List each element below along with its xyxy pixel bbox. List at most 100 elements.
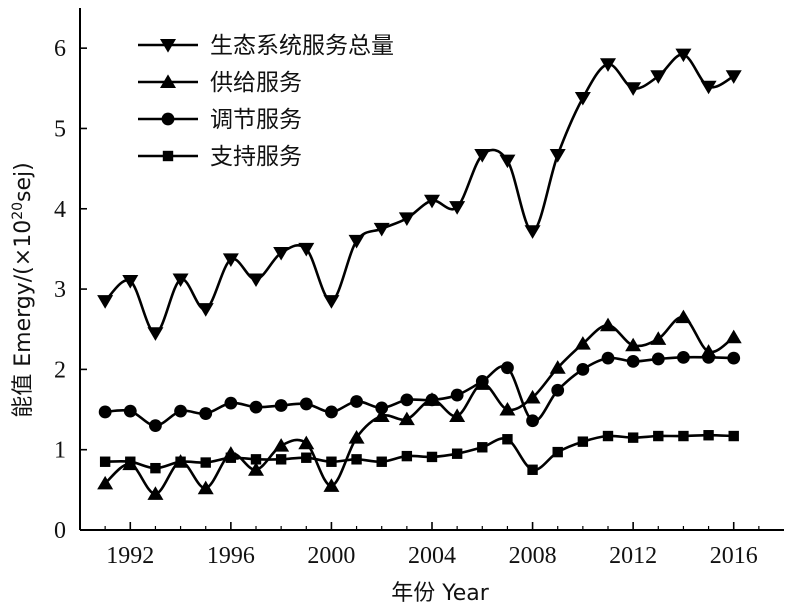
data-point xyxy=(576,362,590,376)
data-point xyxy=(248,462,264,476)
data-point xyxy=(502,434,513,445)
data-point xyxy=(501,361,514,375)
data-point xyxy=(475,375,489,388)
data-point xyxy=(524,389,541,404)
x-tick-label: 2008 xyxy=(509,543,557,569)
data-point xyxy=(650,331,667,345)
series-1 xyxy=(97,48,742,341)
data-point xyxy=(474,148,491,163)
data-point xyxy=(600,58,616,72)
legend-marker xyxy=(161,112,175,126)
y-axis-title: 能值 Emergy/(×1020sej) xyxy=(10,162,36,417)
data-point xyxy=(626,354,640,368)
data-point xyxy=(149,419,162,432)
data-point xyxy=(702,350,715,364)
y-tick-label: 6 xyxy=(54,36,66,62)
x-tick-label: 1992 xyxy=(106,543,154,569)
data-point xyxy=(99,456,111,467)
series-line xyxy=(105,355,734,427)
data-point xyxy=(174,404,187,418)
data-point xyxy=(123,404,137,418)
data-point xyxy=(97,475,114,490)
data-point xyxy=(97,295,114,309)
y-tick-label: 0 xyxy=(54,518,66,544)
data-point xyxy=(373,222,390,237)
y-tick-label: 1 xyxy=(54,438,66,464)
data-point xyxy=(728,430,739,442)
legend-item-1: 生态系统服务总量 xyxy=(138,33,394,59)
data-point xyxy=(499,154,516,169)
y-tick-label: 4 xyxy=(54,197,66,223)
data-point xyxy=(451,448,463,459)
data-point xyxy=(499,401,516,416)
data-point xyxy=(602,430,614,442)
data-point xyxy=(424,194,440,209)
data-point xyxy=(601,351,615,365)
series-line xyxy=(105,433,734,472)
series-3 xyxy=(98,350,741,432)
legend-label: 生态系统服务总量 xyxy=(210,33,394,59)
data-point xyxy=(351,454,362,465)
x-tick-label: 2000 xyxy=(307,543,355,569)
legend-marker xyxy=(160,39,176,53)
legend-label: 供给服务 xyxy=(210,70,302,96)
x-tick-label: 2012 xyxy=(609,543,657,569)
legend-item-2: 供给服务 xyxy=(138,70,302,96)
data-point xyxy=(274,399,288,412)
data-point xyxy=(301,452,312,463)
data-point xyxy=(199,407,213,420)
series-line xyxy=(104,315,735,496)
data-point xyxy=(200,457,211,468)
legend-label: 支持服务 xyxy=(210,144,302,170)
data-point xyxy=(625,337,642,352)
data-point xyxy=(248,273,264,288)
data-point xyxy=(175,456,186,467)
data-point xyxy=(273,246,290,261)
y-axis-title-suffix: sej) xyxy=(11,162,36,202)
legend-marker xyxy=(160,74,176,88)
data-point xyxy=(197,303,214,317)
data-point xyxy=(577,436,589,447)
data-point xyxy=(650,70,667,84)
data-point xyxy=(727,351,741,365)
data-point xyxy=(125,456,136,467)
data-point xyxy=(298,435,315,450)
data-point xyxy=(325,405,338,419)
data-point xyxy=(700,80,717,95)
series-line xyxy=(104,53,735,335)
data-point xyxy=(172,273,189,288)
data-point xyxy=(398,212,415,227)
x-axis-title: 年份 Year xyxy=(391,581,490,606)
y-tick-label: 5 xyxy=(54,116,66,142)
y-tick-label: 3 xyxy=(54,277,66,303)
data-point xyxy=(677,350,690,364)
data-point xyxy=(348,234,365,249)
x-tick-label: 1996 xyxy=(207,543,255,569)
data-point xyxy=(250,454,262,465)
data-point xyxy=(477,442,488,453)
data-point xyxy=(350,395,363,408)
data-point xyxy=(449,201,466,215)
data-point xyxy=(678,430,689,442)
data-point xyxy=(449,408,466,422)
data-point xyxy=(549,360,566,374)
data-point xyxy=(401,450,413,462)
data-point xyxy=(147,327,164,341)
data-point xyxy=(273,438,290,452)
data-point xyxy=(224,396,238,410)
series-2 xyxy=(97,309,742,500)
data-point xyxy=(249,400,263,414)
data-point xyxy=(627,432,639,443)
data-point xyxy=(225,452,237,463)
data-point xyxy=(725,329,742,344)
y-axis-title-superscript: 20 xyxy=(10,202,26,220)
y-tick-label: 2 xyxy=(54,357,66,383)
data-point xyxy=(549,148,566,163)
data-point xyxy=(323,478,340,492)
x-tick-label: 2016 xyxy=(710,543,758,569)
data-point xyxy=(147,486,164,500)
legend-item-3: 调节服务 xyxy=(138,107,302,133)
data-point xyxy=(527,464,538,475)
